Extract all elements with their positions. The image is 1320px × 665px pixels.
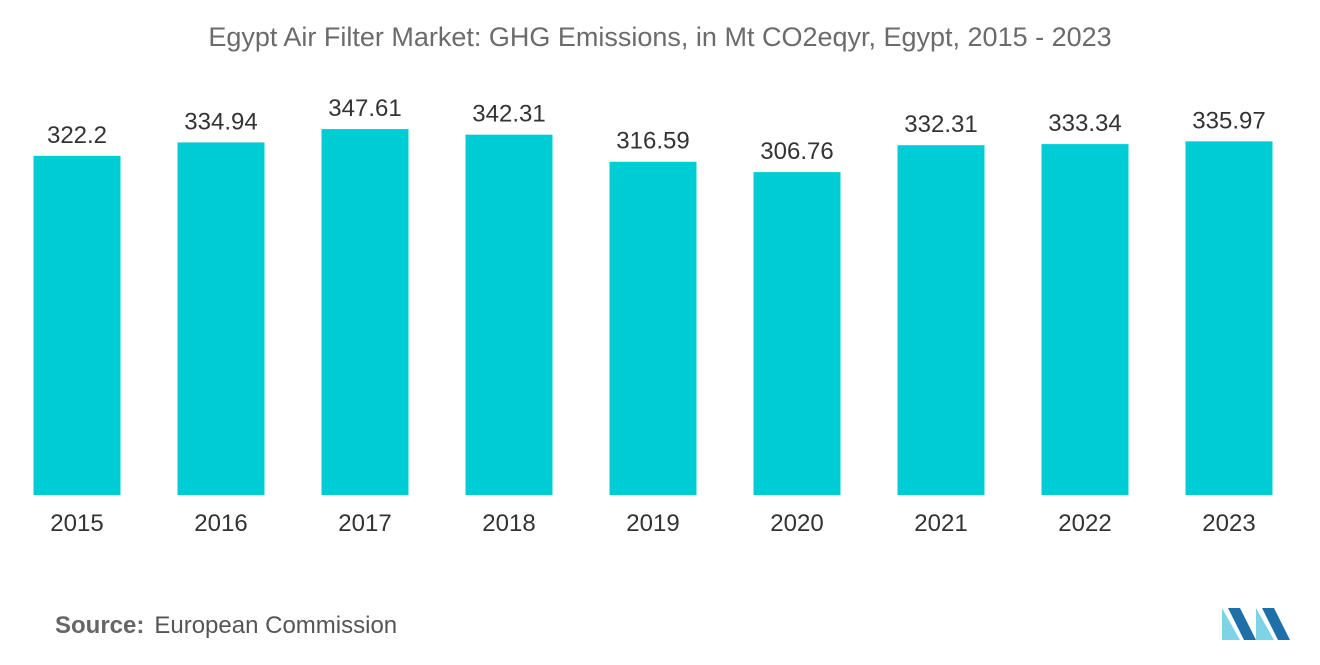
bar-2016 xyxy=(177,142,265,495)
bar-value-label: 333.34 xyxy=(1048,110,1121,137)
x-tick-label: 2018 xyxy=(482,510,535,537)
bar-2022 xyxy=(1041,144,1129,495)
bar-value-label: 347.61 xyxy=(328,95,401,122)
bar-2020 xyxy=(753,172,841,496)
x-tick-label: 2016 xyxy=(194,510,247,537)
mordor-intelligence-logo-icon xyxy=(1222,608,1290,640)
bar-value-label: 342.31 xyxy=(472,101,545,128)
x-tick-label: 2021 xyxy=(914,510,967,537)
x-tick-label: 2015 xyxy=(50,510,103,537)
x-tick-label: 2022 xyxy=(1058,510,1111,537)
bar-2021 xyxy=(897,145,985,495)
bar-value-label: 334.94 xyxy=(184,108,257,135)
bar-value-label: 316.59 xyxy=(616,128,689,155)
bar-value-label: 335.97 xyxy=(1192,107,1265,134)
x-tick-label: 2020 xyxy=(770,510,823,537)
bar-value-label: 332.31 xyxy=(904,111,977,138)
x-tick-label: 2023 xyxy=(1202,510,1255,537)
bar-value-label: 322.2 xyxy=(47,122,107,149)
bar-value-label: 306.76 xyxy=(760,138,833,165)
bar-2018 xyxy=(465,134,553,495)
bar-chart: 322.2 334.94 347.61 342.31 316.59 306.76 332.3… xyxy=(33,95,1273,537)
source-label: Source: xyxy=(55,612,145,639)
chart-title: Egypt Air Filter Market: GHG Emissions, … xyxy=(208,22,1112,52)
source-value: European Commission xyxy=(154,612,398,639)
x-tick-label: 2017 xyxy=(338,510,391,537)
source-note: Source: European Commission xyxy=(55,612,397,640)
x-tick-label: 2019 xyxy=(626,510,679,537)
bar-2019 xyxy=(609,161,697,495)
bar-2017 xyxy=(321,129,409,496)
bar-2023 xyxy=(1185,141,1273,496)
bar-2015 xyxy=(33,155,121,495)
